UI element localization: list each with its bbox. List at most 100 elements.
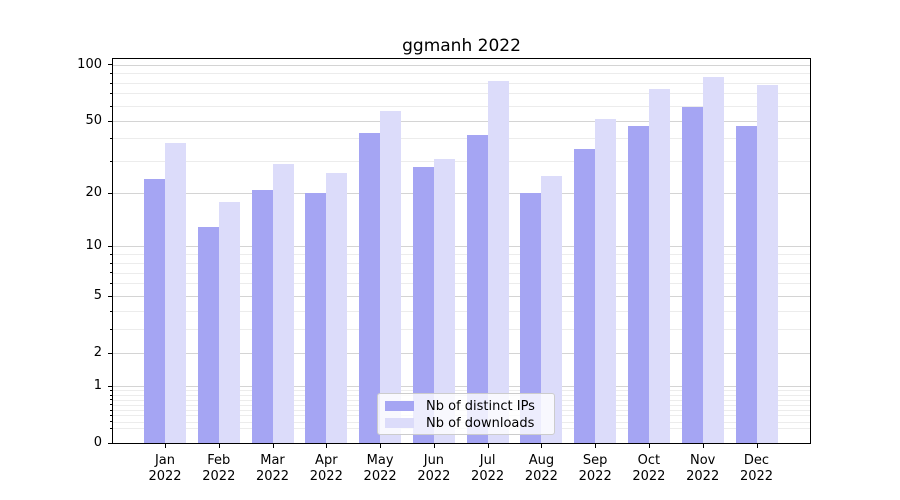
bar-nb-of-distinct-ips-nov-2022 — [681, 107, 703, 443]
gridline-major-50 — [113, 120, 810, 122]
gridline-minor-80 — [113, 82, 810, 84]
y-tick-label-100: 100 — [77, 56, 102, 72]
y-tick-label-5: 5 — [93, 288, 102, 304]
bar-nb-of-downloads-jan-2022 — [165, 142, 186, 443]
legend-swatch-distinct-ips — [385, 401, 414, 411]
x-tick-label-aug-2022: Aug 2022 — [524, 453, 558, 484]
legend-row-distinct-ips: Nb of distinct IPs — [385, 398, 554, 414]
y-tick-mark-minor-0.5 — [109, 410, 112, 411]
y-tick-label-20: 20 — [85, 185, 102, 201]
bar-nb-of-distinct-ips-jul-2022 — [466, 134, 488, 443]
bar-nb-of-distinct-ips-jan-2022 — [144, 179, 165, 443]
gridline-minor-70 — [113, 93, 810, 95]
x-tick-mark-jun-2022 — [433, 444, 435, 448]
bar-nb-of-downloads-may-2022 — [380, 111, 402, 443]
legend-label-distinct-ips: Nb of distinct IPs — [426, 398, 535, 414]
bar-nb-of-downloads-dec-2022 — [756, 84, 778, 443]
y-tick-mark-minor-0.4 — [109, 415, 112, 416]
y-tick-label-2: 2 — [93, 344, 102, 360]
x-tick-label-feb-2022: Feb 2022 — [202, 453, 236, 484]
bar-nb-of-distinct-ips-aug-2022 — [520, 193, 542, 443]
y-tick-mark-2 — [108, 353, 112, 354]
gridline-minor-4 — [113, 311, 810, 312]
y-tick-mark-20 — [108, 193, 112, 194]
y-tick-mark-minor-40 — [109, 138, 112, 139]
bar-nb-of-downloads-aug-2022 — [541, 175, 563, 443]
bar-nb-of-distinct-ips-jun-2022 — [412, 166, 434, 443]
x-tick-label-jan-2022: Jan 2022 — [148, 453, 182, 484]
bar-layer — [113, 59, 810, 443]
gridline-major-10 — [113, 246, 810, 248]
gridline-minor-40 — [113, 138, 810, 140]
gridline-minor-6 — [113, 283, 810, 285]
y-tick-mark-0 — [108, 443, 112, 444]
x-tick-mark-jan-2022 — [165, 444, 166, 448]
x-tick-mark-mar-2022 — [272, 444, 274, 448]
x-tick-mark-jul-2022 — [487, 444, 489, 448]
bar-nb-of-downloads-oct-2022 — [648, 88, 670, 443]
bar-nb-of-distinct-ips-sep-2022 — [574, 149, 596, 443]
x-tick-mark-dec-2022 — [756, 444, 758, 448]
gridline-major-100 — [113, 64, 810, 66]
x-tick-label-nov-2022: Nov 2022 — [686, 453, 720, 484]
bar-nb-of-distinct-ips-oct-2022 — [627, 125, 649, 443]
gridline-minor-0.9 — [113, 390, 810, 392]
x-tick-mark-may-2022 — [380, 444, 382, 448]
gridline-minor-9 — [113, 254, 810, 256]
x-tick-label-jun-2022: Jun 2022 — [417, 453, 451, 484]
y-tick-mark-5 — [108, 296, 112, 297]
y-tick-mark-minor-90 — [109, 73, 112, 74]
y-tick-label-1: 1 — [93, 378, 102, 394]
y-tick-mark-minor-60 — [109, 106, 112, 107]
legend-label-downloads: Nb of downloads — [426, 415, 535, 431]
y-tick-mark-1 — [108, 386, 112, 387]
y-tick-mark-minor-9 — [109, 254, 112, 255]
y-tick-mark-minor-70 — [109, 93, 112, 94]
y-tick-label-10: 10 — [85, 238, 102, 254]
y-tick-mark-minor-0.8 — [109, 395, 112, 396]
gridline-major-2 — [113, 352, 810, 354]
y-tick-mark-minor-80 — [109, 83, 112, 84]
y-tick-mark-minor-0.7 — [109, 399, 112, 400]
bar-nb-of-downloads-apr-2022 — [326, 172, 348, 443]
bar-nb-of-downloads-mar-2022 — [272, 164, 294, 443]
x-tick-label-oct-2022: Oct 2022 — [632, 453, 666, 484]
bar-nb-of-downloads-jun-2022 — [433, 158, 455, 443]
legend-swatch-downloads — [385, 418, 414, 428]
x-tick-label-apr-2022: Apr 2022 — [309, 453, 343, 484]
legend: Nb of distinct IPs Nb of downloads — [377, 393, 555, 435]
gridline-minor-90 — [113, 73, 810, 74]
x-tick-label-sep-2022: Sep 2022 — [578, 453, 612, 484]
bar-nb-of-distinct-ips-feb-2022 — [197, 226, 219, 443]
y-tick-label-50: 50 — [85, 112, 102, 128]
y-tick-mark-10 — [108, 246, 112, 247]
y-tick-mark-minor-0.3 — [109, 421, 112, 422]
y-tick-mark-minor-3 — [109, 329, 112, 330]
y-tick-mark-minor-30 — [109, 161, 112, 162]
x-tick-label-may-2022: May 2022 — [363, 453, 397, 484]
y-tick-mark-minor-0.2 — [109, 428, 112, 429]
x-tick-mark-nov-2022 — [702, 444, 704, 448]
bar-nb-of-distinct-ips-mar-2022 — [251, 189, 273, 443]
x-tick-mark-sep-2022 — [595, 444, 597, 448]
legend-row-downloads: Nb of downloads — [385, 415, 554, 431]
bar-nb-of-downloads-jul-2022 — [487, 80, 509, 443]
y-tick-mark-minor-8 — [109, 263, 112, 264]
gridline-minor-8 — [113, 262, 810, 264]
x-tick-mark-oct-2022 — [648, 444, 650, 448]
y-tick-mark-minor-0.6 — [109, 404, 112, 405]
y-tick-mark-minor-6 — [109, 283, 112, 284]
y-tick-mark-minor-0.9 — [109, 390, 112, 391]
gridline-major-5 — [113, 296, 810, 298]
x-tick-label-dec-2022: Dec 2022 — [739, 453, 774, 484]
bar-nb-of-downloads-sep-2022 — [595, 118, 617, 443]
plot-area: Nb of distinct IPs Nb of downloads — [112, 58, 811, 444]
x-tick-mark-apr-2022 — [326, 444, 328, 448]
gridline-minor-30 — [113, 161, 810, 163]
y-tick-label-0: 0 — [93, 435, 102, 450]
bar-nb-of-downloads-nov-2022 — [702, 76, 724, 443]
gridline-major-20 — [113, 193, 810, 195]
gridline-minor-3 — [113, 329, 810, 331]
x-tick-mark-aug-2022 — [541, 444, 543, 448]
